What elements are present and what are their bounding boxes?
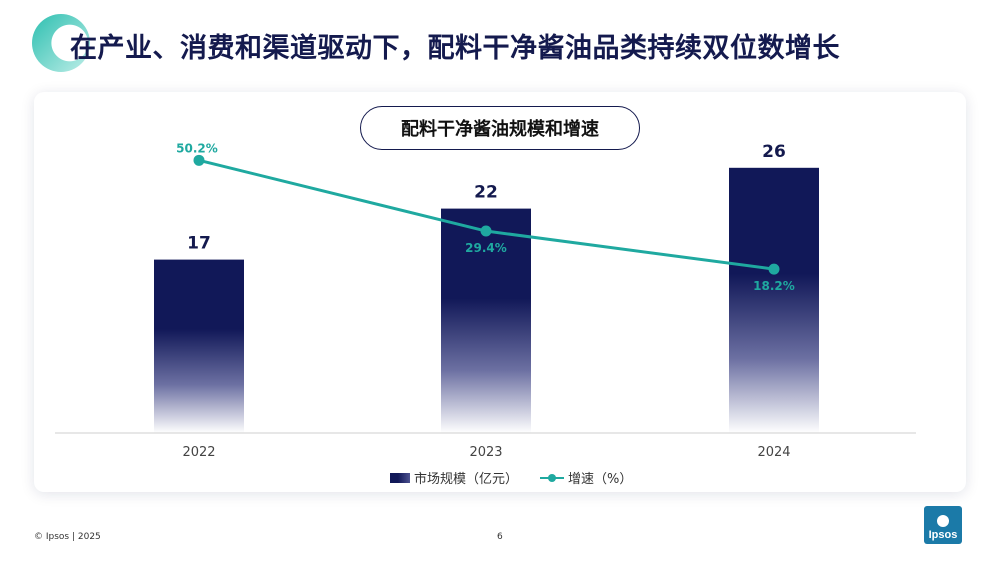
growth-value-label: 29.4% <box>465 241 507 255</box>
legend-line-label: 增速（%） <box>568 472 633 487</box>
chart-title: 配料干净酱油规模和增速 <box>360 106 640 150</box>
growth-point <box>480 225 492 237</box>
ipsos-logo: Ipsos <box>924 506 962 544</box>
brand-name: Ipsos <box>928 529 958 541</box>
bar-value-label: 17 <box>187 234 211 254</box>
growth-value-label: 50.2% <box>176 141 218 155</box>
page-number: 6 <box>497 532 503 542</box>
legend-bar-swatch <box>390 472 410 483</box>
logo-dot-icon <box>937 515 949 527</box>
growth-value-label: 18.2% <box>753 279 795 293</box>
bar-value-label: 26 <box>762 142 786 162</box>
x-tick-label: 2022 <box>182 445 215 460</box>
footer-copyright: © Ipsos | 2025 <box>34 532 101 542</box>
x-tick-label: 2024 <box>757 445 790 460</box>
growth-point <box>193 154 205 166</box>
page-title: 在产业、消费和渠道驱动下，配料干净酱油品类持续双位数增长 <box>70 33 840 64</box>
bar-2023 <box>441 208 531 433</box>
bar-value-label: 22 <box>474 183 498 203</box>
growth-point <box>768 263 780 275</box>
bar-2024 <box>729 167 819 434</box>
bar-2022 <box>154 259 244 433</box>
legend-line-swatch <box>540 473 565 483</box>
chart-legend: 市场规模（亿元） 增速（%） <box>390 468 632 487</box>
legend-item-bar: 市场规模（亿元） <box>390 468 518 487</box>
legend-bar-label: 市场规模（亿元） <box>414 472 519 487</box>
legend-item-line: 增速（%） <box>540 468 632 487</box>
x-tick-label: 2023 <box>469 445 502 460</box>
decorative-circle-logo <box>32 14 90 72</box>
